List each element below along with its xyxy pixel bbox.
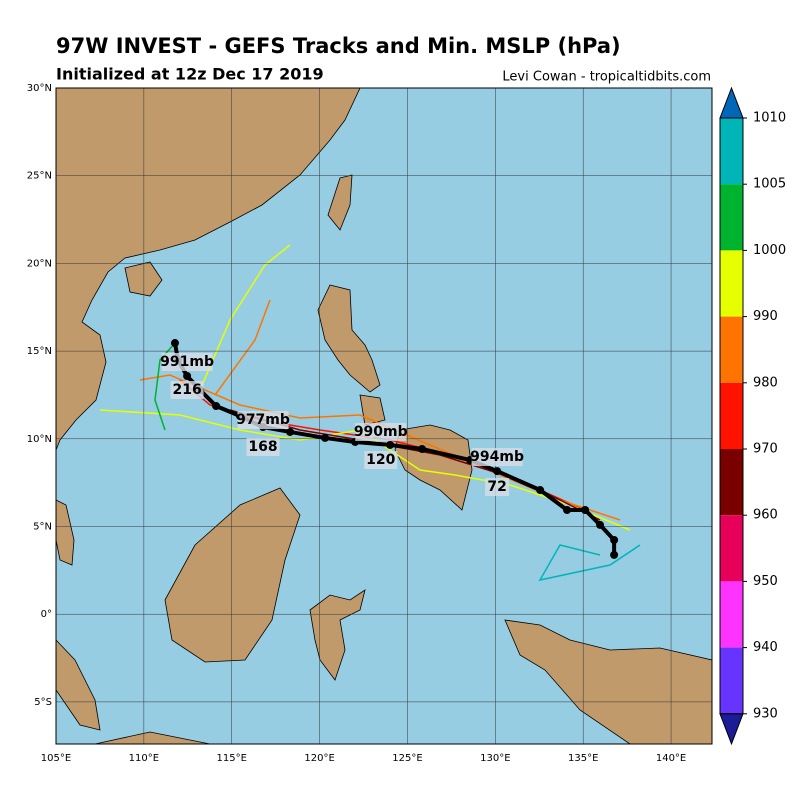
colorbar-label: 1000 [753, 243, 786, 258]
colorbar-segment [720, 581, 743, 648]
track-label: 977mb [236, 412, 290, 428]
colorbar-label: 990 [753, 309, 778, 324]
colorbar-label: 970 [753, 442, 778, 457]
colorbar-label: 980 [753, 375, 778, 390]
track-point [493, 467, 502, 476]
x-tick-label: 120°E [304, 753, 334, 764]
colorbar-extend-top [719, 86, 744, 119]
x-tick-label: 140°E [656, 753, 686, 764]
colorbar-segment [720, 250, 743, 317]
track-point [610, 550, 619, 559]
y-tick-label: 5°N [33, 522, 52, 533]
track-point [183, 372, 192, 381]
colorbar: 1010 1005 1000 990 980 970 960 950 940 930 [719, 86, 786, 746]
y-tick-label: 30°N [27, 83, 52, 94]
label-box [237, 411, 289, 430]
track-point [386, 440, 395, 449]
track-label: 994mb [470, 449, 524, 465]
y-tick-label: 5°S [34, 697, 52, 708]
colorbar-segment [720, 647, 743, 714]
track-point [596, 520, 605, 529]
colorbar-label: 940 [753, 640, 778, 655]
colorbar-segment [720, 184, 743, 251]
track-point [212, 402, 221, 411]
track-point [563, 506, 572, 515]
colorbar-label: 960 [753, 508, 778, 523]
label-box [471, 448, 523, 467]
track-point [286, 427, 295, 436]
map: 994mb 72 990mb 120 977mb 168 991mb 216 [55, 87, 713, 745]
y-tick-label: 20°N [27, 258, 52, 269]
colorbar-segment [720, 118, 743, 185]
track-label: 120 [366, 452, 395, 468]
y-tick-label: 0° [41, 609, 52, 620]
title: 97W INVEST - GEFS Tracks and Min. MSLP (… [56, 34, 621, 58]
x-tick-label: 130°E [480, 753, 510, 764]
track-point [536, 486, 545, 495]
credit: Levi Cowan - tropicaltidbits.com [502, 70, 711, 85]
track-label: 991mb [160, 354, 214, 370]
label-box [485, 478, 510, 497]
colorbar-extend-bottom [719, 713, 744, 746]
track-point [321, 433, 330, 442]
colorbar-segment [720, 515, 743, 582]
subtitle: Initialized at 12z Dec 17 2019 [56, 65, 324, 84]
colorbar-segment [720, 449, 743, 516]
label-box [355, 422, 407, 441]
track-point [581, 506, 590, 515]
colorbar-frame [719, 117, 744, 715]
track-point [170, 339, 179, 348]
x-tick-label: 135°E [568, 753, 598, 764]
colorbar-segment [720, 382, 743, 449]
colorbar-label: 1010 [753, 111, 786, 126]
y-tick-label: 25°N [27, 171, 52, 182]
label-box [170, 381, 204, 400]
track-label: 990mb [354, 424, 408, 440]
track-point [610, 536, 619, 545]
colorbar-segment [720, 316, 743, 383]
x-tick-label: 105°E [41, 753, 71, 764]
colorbar-label: 1005 [753, 177, 786, 192]
track-label: 216 [172, 382, 201, 398]
map-frame [55, 87, 713, 745]
track-label: 72 [487, 479, 506, 495]
track-label: 168 [248, 439, 277, 455]
colorbar-label: 950 [753, 574, 778, 589]
track-point [418, 444, 427, 453]
x-tick-label: 115°E [217, 753, 247, 764]
label-box [161, 352, 213, 371]
y-tick-label: 15°N [27, 346, 52, 357]
y-tick-label: 10°N [27, 434, 52, 445]
colorbar-label: 930 [753, 706, 778, 721]
x-tick-label: 110°E [129, 753, 159, 764]
label-box [246, 438, 280, 457]
label-box [364, 451, 398, 470]
x-tick-label: 125°E [392, 753, 422, 764]
